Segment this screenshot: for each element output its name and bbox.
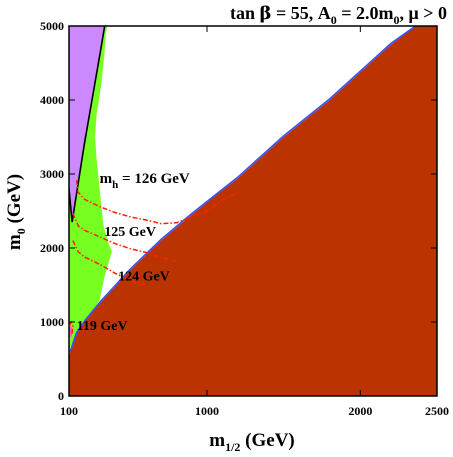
- y-axis: 0 1000 2000 3000 4000 5000: [40, 19, 437, 403]
- x-tick-label: 2500: [425, 404, 449, 418]
- region-gminus2: [69, 26, 112, 351]
- contour-labels: mh = 126 GeV 125 GeV 124 GeV 119 GeV: [77, 171, 190, 334]
- chart-title: tan β = 55, A0 = 2.0m0, μ > 0: [230, 3, 447, 27]
- y-tick-label: 4000: [40, 93, 64, 107]
- y-tick-label: 5000: [40, 19, 64, 33]
- contour-label-1: mh = 126 GeV: [100, 171, 190, 191]
- region-bsgamma-pink: [69, 325, 73, 338]
- y-tick-label: 1000: [40, 315, 64, 329]
- x-axis: 100 1000 2000 2500: [60, 26, 449, 418]
- lines-layer: [69, 26, 416, 353]
- y-tick-label: 0: [58, 389, 64, 403]
- mh-contour-2: [72, 212, 177, 263]
- relic-density-strip: [69, 26, 416, 353]
- mh-contour-3: [72, 240, 146, 286]
- plot-frame: [68, 25, 438, 397]
- mh-contour-4: [69, 320, 74, 336]
- mh-contour-1: [75, 179, 239, 225]
- x-tick-label: 2000: [348, 404, 372, 418]
- x-tick-label: 1000: [195, 404, 219, 418]
- contour-label-2: 125 GeV: [104, 225, 156, 240]
- plot-area: [69, 26, 437, 396]
- excluded-boundary: [69, 26, 106, 223]
- y-axis-label: m0 (GeV): [4, 174, 28, 250]
- y-tick-label: 3000: [40, 167, 64, 181]
- contour-label-3: 124 GeV: [118, 270, 170, 285]
- region-stau-lsp: [69, 26, 437, 396]
- x-tick-label: 100: [60, 404, 78, 418]
- contour-label-4: 119 GeV: [77, 319, 128, 334]
- y-tick-label: 2000: [40, 241, 64, 255]
- contours-layer: [69, 179, 239, 336]
- x-axis-label: m1/2 (GeV): [209, 430, 295, 454]
